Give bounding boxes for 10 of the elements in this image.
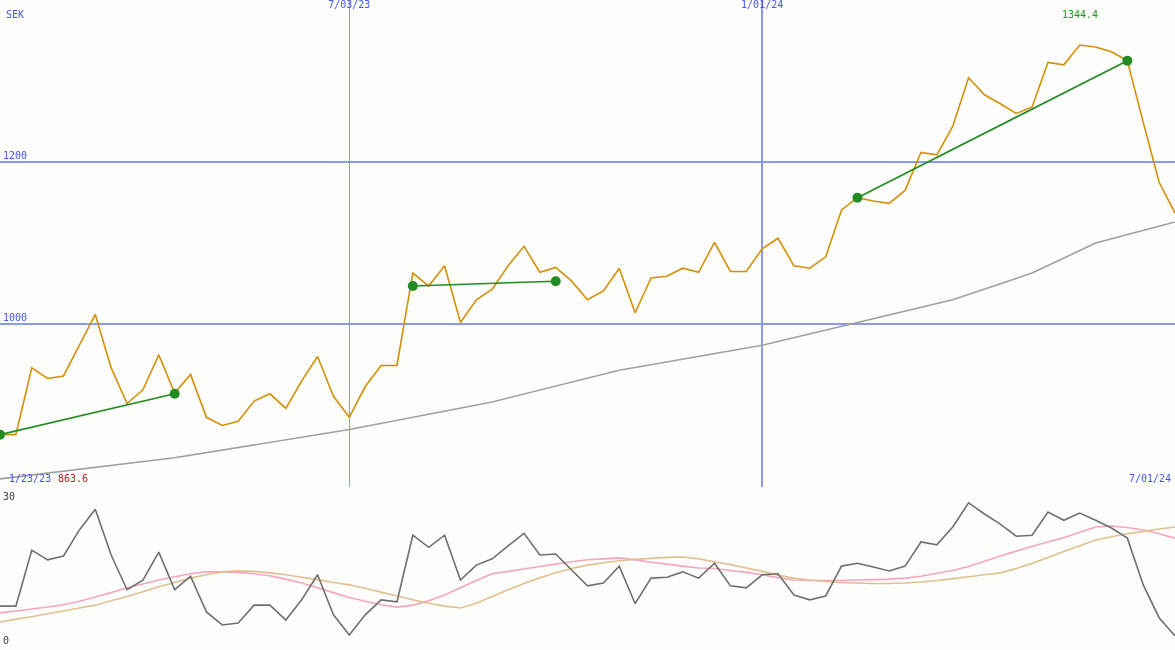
y-tick-label: 1200 bbox=[3, 149, 28, 161]
annotation: 863.6 bbox=[58, 473, 89, 484]
annotation: 1344.4 bbox=[1062, 9, 1099, 20]
y-tick-label: 1000 bbox=[3, 311, 28, 323]
annotation: SEK bbox=[6, 9, 25, 20]
annotation: 1/23/23 bbox=[9, 473, 52, 484]
y-tick-label: 0 bbox=[3, 635, 10, 647]
y-tick-label: 30 bbox=[3, 490, 16, 502]
annotation: 7/01/24 bbox=[1129, 473, 1172, 484]
line-series bbox=[0, 502, 1175, 637]
